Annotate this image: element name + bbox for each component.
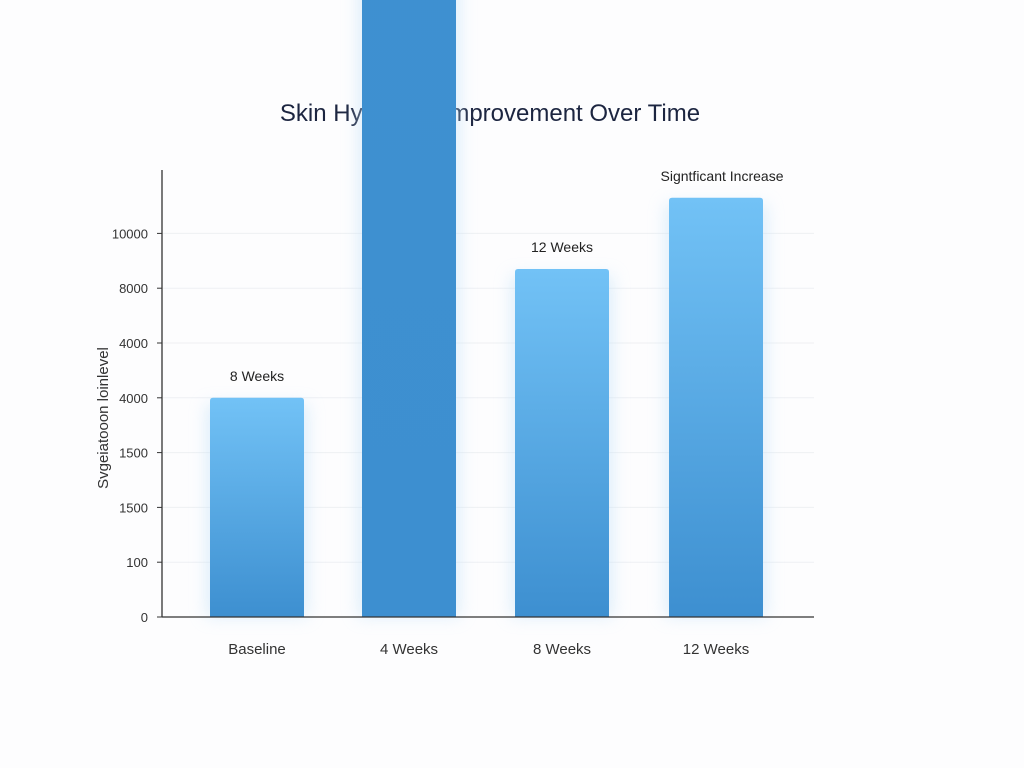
x-tick-label: 4 Weeks — [380, 641, 438, 658]
x-tick-label: Baseline — [228, 641, 286, 658]
bar-8-weeks — [515, 269, 609, 617]
y-tick-label: 4000 — [119, 391, 148, 406]
bar-12-weeks — [669, 197, 763, 617]
x-tick-label: 12 Weeks — [683, 641, 749, 658]
x-tick-label: 8 Weeks — [533, 641, 591, 658]
bar-annotation: 8 Weeks — [230, 368, 284, 384]
bar-baseline — [210, 397, 304, 617]
bar-4-weeks — [362, 0, 456, 617]
y-tick-label: 100 — [126, 555, 148, 570]
y-tick-label: 0 — [141, 610, 148, 625]
y-tick-label: 8000 — [119, 281, 148, 296]
bar-annotation: 12 Weeks — [531, 239, 593, 255]
y-tick-label: 4000 — [119, 336, 148, 351]
bar-annotation: Signtficant Increase — [661, 168, 784, 184]
y-tick-label: 1500 — [119, 446, 148, 461]
chart-title: Skin Hydration Improvement Over Time — [279, 100, 701, 127]
y-tick-label: 1500 — [119, 500, 148, 515]
y-tick-label: 10000 — [112, 226, 148, 241]
y-axis-label: Svgeiatooon loinlevel — [95, 347, 112, 489]
